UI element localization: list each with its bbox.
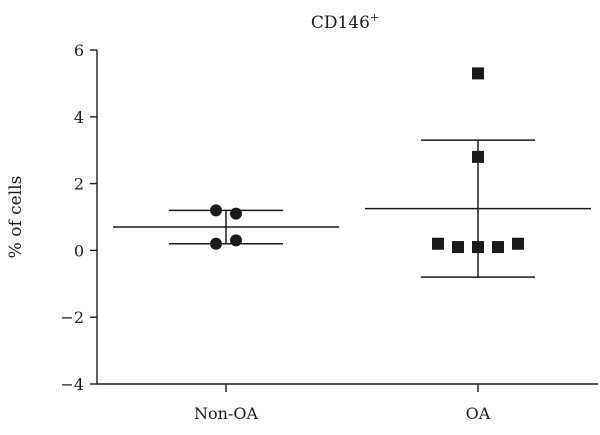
- data-point-square: [452, 241, 464, 254]
- y-tick-label: 0: [74, 241, 84, 260]
- data-point-square: [512, 237, 524, 250]
- y-tick-label: −4: [60, 375, 84, 394]
- chart-title-main: CD146: [311, 13, 370, 33]
- data-point-circle: [210, 237, 222, 250]
- data-point-circle: [230, 234, 242, 247]
- y-tick-label: 4: [74, 108, 84, 127]
- data-point-square: [472, 150, 484, 163]
- data-point-square: [492, 241, 504, 254]
- x-axis-ticks: Non-OA OA: [194, 384, 491, 423]
- error-bars: [113, 139, 591, 278]
- y-tick-label: 2: [74, 175, 84, 194]
- y-tick-label: −2: [60, 308, 84, 327]
- y-axis-label: % of cells: [6, 176, 26, 259]
- data-point-square: [472, 241, 484, 254]
- chart-title-superscript: +: [370, 11, 379, 24]
- data-point-square: [432, 237, 444, 250]
- x-tick-label: Non-OA: [194, 404, 258, 423]
- data-point-circle: [210, 204, 222, 217]
- data-point-square: [472, 67, 484, 80]
- chart-title: CD146+: [311, 11, 379, 33]
- x-tick-label: OA: [466, 404, 491, 423]
- data-point-circle: [230, 207, 242, 220]
- data-points: [210, 67, 524, 254]
- y-axis-ticks: −4 −2 0 2 4 6: [60, 41, 97, 394]
- y-tick-label: 6: [74, 41, 84, 60]
